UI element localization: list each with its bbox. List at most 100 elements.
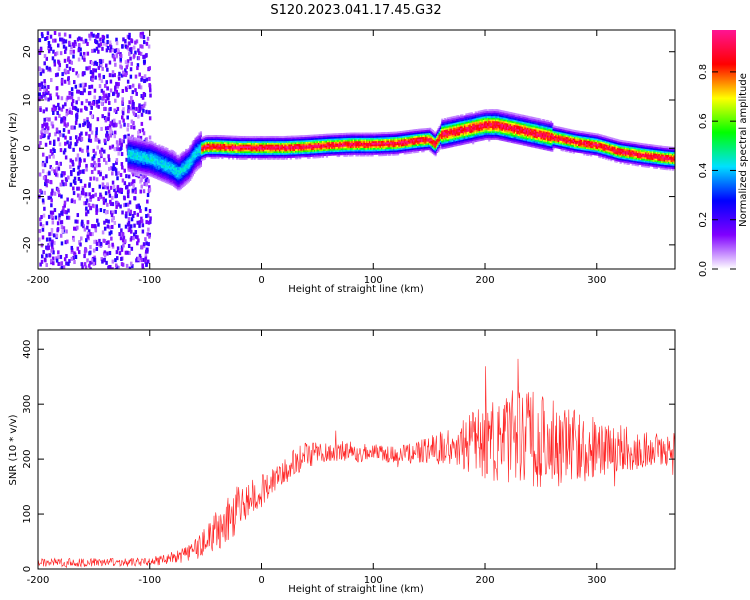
spectrogram-ridge-cell: [354, 139, 357, 142]
spectrogram-ridge-cell: [225, 143, 228, 146]
spectrogram-ridge-cell: [371, 152, 374, 155]
spectrogram-ridge-cell: [340, 151, 343, 154]
spectrogram-ridge-cell: [299, 138, 302, 141]
spectrogram-ridge-cell: [203, 139, 207, 142]
spectrogram-ridge-cell: [421, 130, 424, 133]
spectrogram-ridge-cell: [277, 135, 280, 138]
spectrogram-ridge-cell: [386, 150, 389, 153]
spectrogram-ridge-cell: [249, 151, 252, 154]
spectrogram-ridge-cell: [241, 135, 244, 138]
spectrogram-ridge-cell: [248, 142, 251, 145]
spectrogram-ridge-cell: [139, 160, 142, 163]
spectrogram-ridge-cell: [178, 183, 181, 186]
spectrogram-ridge-cell: [286, 151, 290, 153]
spectrogram-noise-cell: [86, 42, 89, 47]
spectrogram-ridge-cell: [223, 140, 227, 143]
spectrogram-ridge-cell: [439, 130, 443, 133]
spectrogram-ridge-cell: [312, 134, 315, 137]
spectrogram-ridge-cell: [142, 156, 145, 158]
spectrogram-ridge-cell: [309, 143, 312, 146]
spectrogram-noise-cell: [139, 44, 142, 49]
spectrogram-noise-cell: [43, 257, 47, 262]
spectrogram-ridge-cell: [352, 146, 355, 149]
spectrogram-ridge-cell: [187, 180, 190, 183]
spectrogram-ridge-cell: [339, 151, 342, 154]
spectrogram-ridge-cell: [148, 160, 152, 163]
spectrogram-ridge-cell: [304, 153, 307, 156]
spectrogram-ridge-cell: [143, 146, 146, 149]
spectrogram-ridge-cell: [382, 135, 385, 138]
spectrogram-ridge-cell: [364, 132, 367, 135]
spectrogram-ridge-cell: [236, 157, 239, 160]
spectrogram-noise-cell: [141, 257, 145, 262]
spectrogram-ridge-cell: [147, 174, 150, 177]
spectrogram-ridge-cell: [350, 147, 353, 150]
spectrogram-ridge-cell: [152, 145, 156, 148]
spectrogram-ridge-cell: [258, 156, 262, 159]
spectrogram-noise-cell: [124, 39, 127, 44]
spectrogram-noise-cell: [141, 31, 145, 36]
spectrogram-ridge-cell: [339, 146, 342, 149]
spectrogram-ridge-cell: [441, 127, 444, 129]
spectrogram-ridge-cell: [316, 136, 319, 138]
spectrogram-noise-cell: [91, 48, 94, 53]
spectrogram-ridge-cell: [378, 144, 381, 147]
spectrogram-ridge-cell: [303, 143, 306, 146]
spectrogram-ridge-cell: [300, 153, 303, 156]
spectrogram-ridge-cell: [167, 180, 170, 183]
spectrogram-ridge-cell: [407, 133, 410, 136]
spectrogram-ridge-cell: [392, 131, 396, 134]
spectrogram-ridge-cell: [131, 158, 134, 161]
spectrogram-ridge-cell: [183, 151, 186, 154]
spectrogram-ridge-cell: [152, 143, 156, 146]
spectrogram-noise-cell: [138, 72, 141, 77]
spectrogram-noise-cell: [47, 117, 51, 122]
spectrogram-noise-cell: [93, 255, 96, 260]
spectrogram-ridge-cell: [199, 146, 203, 149]
spectrogram-noise-cell: [89, 127, 92, 132]
spectrogram-ridge-cell: [405, 138, 408, 141]
spectrogram-ridge-cell: [374, 151, 377, 154]
spectrogram-ridge-cell: [358, 146, 361, 149]
spectrogram-ridge-cell: [329, 147, 333, 149]
spectrogram-ridge-cell: [335, 153, 338, 156]
spectrogram-noise-cell: [45, 183, 49, 188]
spectrogram-ridge-cell: [209, 143, 212, 146]
spectrogram-ridge-cell: [341, 151, 345, 154]
spectrogram-ridge-cell: [311, 139, 314, 142]
spectrogram-ridge-cell: [308, 138, 311, 141]
spectrogram-ridge-cell: [291, 150, 294, 153]
spectrogram-ridge-cell: [317, 139, 321, 142]
spectrogram-ridge-cell: [418, 132, 421, 134]
spectrogram-ridge-cell: [264, 146, 267, 149]
spectrogram-ridge-cell: [268, 157, 271, 160]
spectrogram-ridge-cell: [174, 176, 177, 178]
spectrogram-ridge-cell: [415, 137, 418, 140]
spectrogram-ridge-cell: [163, 150, 166, 153]
spectrogram-ridge-cell: [311, 143, 314, 146]
spectrogram-ridge-cell: [439, 125, 443, 128]
spectrogram-ridge-cell: [262, 151, 266, 154]
spectrogram-ridge-cell: [154, 157, 157, 160]
spectrogram-ridge-cell: [409, 134, 412, 137]
spectrogram-ridge-cell: [388, 147, 392, 150]
spectrogram-ridge-cell: [319, 146, 322, 148]
spectrogram-noise-cell: [70, 95, 74, 100]
spectrogram-noise-cell: [98, 43, 101, 48]
spectrogram-noise-cell: [132, 45, 136, 50]
spectrogram-noise-cell: [114, 194, 117, 199]
spectrogram-ridge-cell: [197, 138, 200, 141]
spectrogram-noise-cell: [45, 88, 49, 93]
spectrogram-noise-cell: [66, 95, 69, 100]
spectrogram-ridge-cell: [185, 177, 188, 180]
spectrogram-noise-cell: [98, 76, 102, 81]
spectrogram-noise-cell: [108, 166, 111, 171]
spectrogram-noise-cell: [41, 198, 45, 203]
spectrogram-ridge-cell: [190, 169, 193, 172]
spectrogram-noise-cell: [81, 169, 85, 174]
spectrogram-ridge-cell: [215, 151, 219, 154]
spectrogram-ridge-cell: [411, 129, 414, 132]
spectrogram-ridge-cell: [138, 167, 141, 169]
spectrogram-ridge-cell: [183, 177, 186, 180]
spectrogram-ridge-cell: [197, 145, 200, 148]
